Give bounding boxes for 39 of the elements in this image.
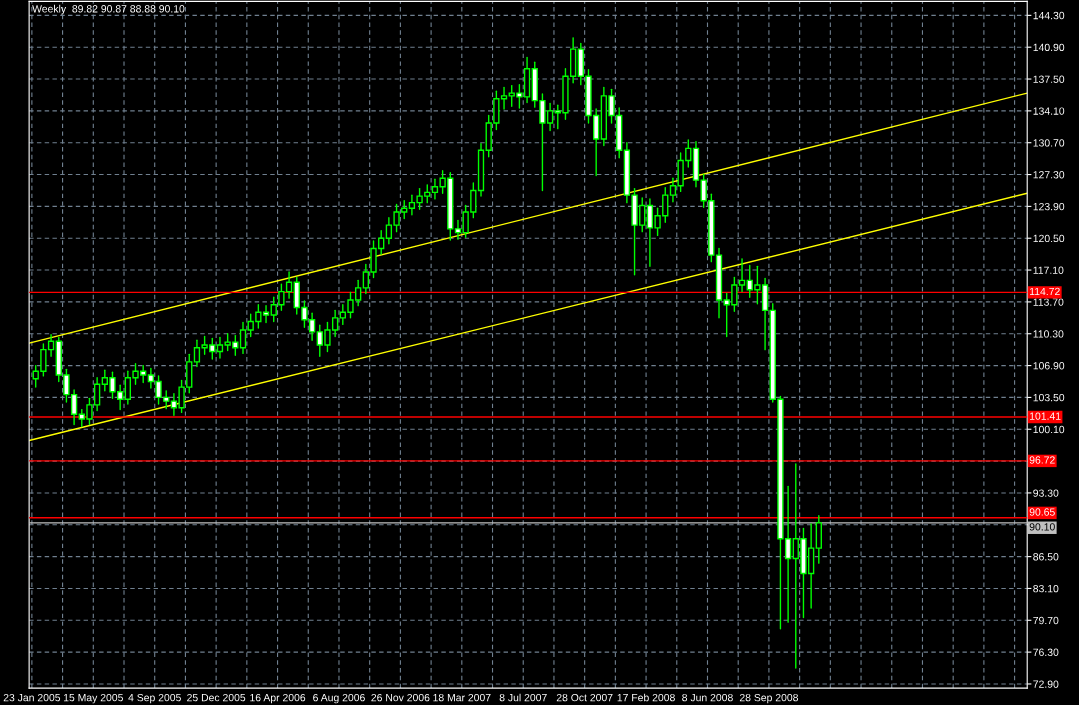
y-tick-label: 123.90 [1033, 202, 1065, 211]
x-tick-label: 17 Feb 2008 [617, 693, 675, 702]
ref-line-label: 96.72 [1029, 456, 1055, 464]
y-tick-label: 140.90 [1033, 43, 1065, 52]
y-tick-label: 134.10 [1033, 107, 1065, 115]
y-tick-label: 103.50 [1033, 393, 1065, 402]
y-tick-label: 137.50 [1033, 75, 1065, 83]
y-tick-label: 127.30 [1033, 171, 1065, 179]
y-tick-label: 120.50 [1033, 234, 1065, 243]
y-tick-label: 79.70 [1033, 616, 1059, 625]
ref-line-label: 90.65 [1029, 508, 1055, 516]
y-tick-label: 93.30 [1033, 489, 1059, 497]
ref-line-label: 114.72 [1030, 287, 1060, 296]
x-tick-label: 4 Sep 2005 [128, 693, 181, 704]
y-tick-label: 113.70 [1033, 298, 1064, 306]
x-tick-label: 28 Sep 2008 [739, 693, 799, 704]
x-tick-label: 25 Dec 2005 [187, 693, 246, 702]
y-tick-label: 86.50 [1033, 553, 1059, 561]
y-tick-label: 117.10 [1033, 266, 1064, 274]
x-tick-label: 26 Nov 2006 [371, 693, 430, 702]
ref-line-label: 90.10 [1029, 523, 1055, 531]
x-tick-label: 6 Aug 2006 [313, 693, 365, 704]
chart-title: Weekly 89.82 90.87 88.88 90.10 [32, 4, 185, 15]
x-tick-label: 8 Jul 2007 [499, 693, 547, 702]
y-tick-label: 130.70 [1033, 139, 1065, 147]
x-tick-label: 16 Apr 2006 [250, 693, 306, 704]
y-tick-label: 100.10 [1033, 425, 1065, 434]
y-tick-label: 144.30 [1033, 11, 1065, 20]
x-tick-label: 18 Mar 2007 [433, 693, 491, 702]
x-tick-label: 8 Jun 2008 [682, 693, 733, 702]
ref-line-label: 101.41 [1030, 412, 1061, 420]
y-tick-label: 72.90 [1033, 680, 1059, 688]
x-tick-label: 28 Oct 2007 [556, 693, 613, 702]
y-tick-label: 83.10 [1033, 584, 1059, 593]
x-tick-label: 23 Jan 2005 [3, 693, 61, 702]
y-tick-label: 106.90 [1033, 362, 1065, 370]
x-tick-label: 15 May 2005 [63, 693, 123, 704]
y-tick-label: 76.30 [1033, 648, 1059, 656]
y-tick-label: 110.30 [1033, 330, 1064, 338]
